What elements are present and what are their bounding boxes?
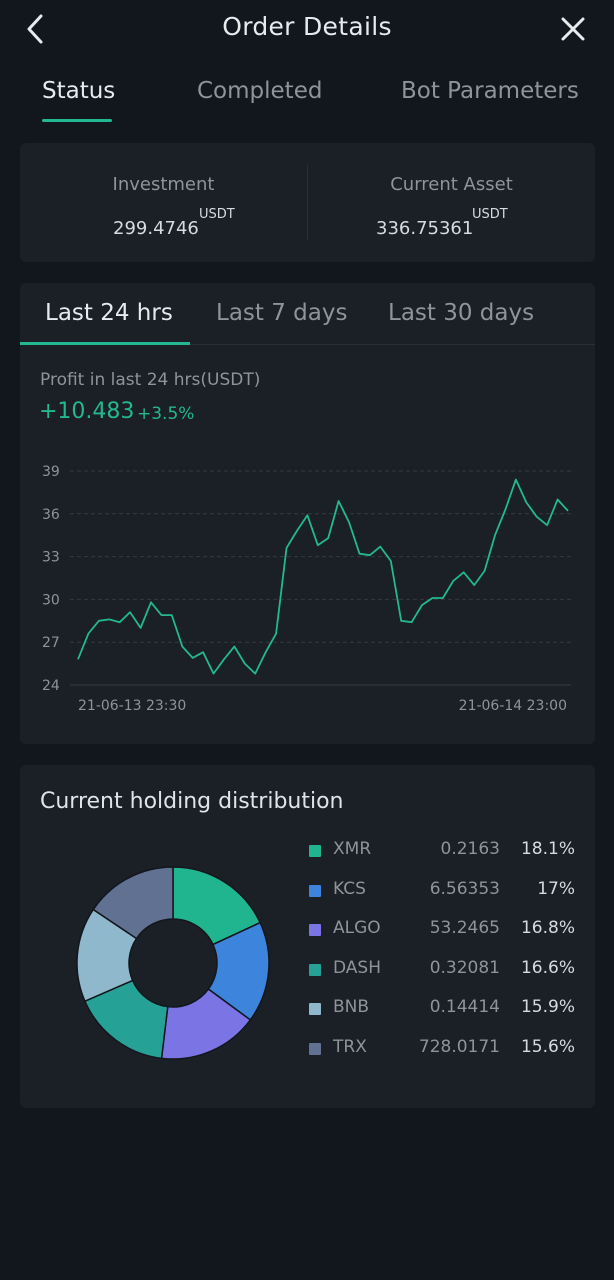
legend-coin-name: BNB [333, 997, 370, 1018]
legend-coin-name: TRX [333, 1037, 367, 1057]
header: Order Details [0, 0, 614, 58]
legend-percent: 17% [537, 878, 575, 899]
legend-swatch [309, 1043, 321, 1055]
legend-swatch [309, 1003, 321, 1016]
profit-percent: +3.5% [137, 404, 195, 424]
legend-quantity: 0.2163 [440, 839, 500, 859]
legend-row-algo: ALGO 53.2465 16.8% [20, 916, 595, 946]
legend-percent: 15.9% [520, 997, 575, 1018]
donut-slice-trx [92, 866, 174, 940]
legend-coin-name: KCS [333, 878, 366, 899]
summary-card: Investment 299.4746 USDT Current Asset 3… [20, 143, 595, 262]
y-tick-label: 30 [42, 592, 60, 608]
legend-coin-name: ALGO [333, 918, 381, 939]
legend-row-dash: DASH 0.32081 16.6% [20, 956, 595, 986]
tab-last-7-days[interactable]: Last 7 days [216, 300, 348, 326]
current-asset-value: 336.75361 [376, 218, 474, 239]
tab-last-30-days[interactable]: Last 30 days [388, 300, 535, 326]
legend-quantity: 53.2465 [429, 918, 500, 939]
tab-bot-parameters[interactable]: Bot Parameters [401, 78, 579, 104]
legend-quantity: 0.14414 [429, 997, 500, 1018]
chevron-left-icon[interactable] [22, 12, 52, 46]
range-tab-underline [20, 342, 190, 345]
legend-swatch [309, 963, 321, 976]
legend-row-xmr: XMR 0.2163 18.1% [20, 837, 595, 867]
holding-distribution-card: Current holding distribution XMR 0.2163 18… [20, 765, 595, 1108]
holding-donut-chart [76, 866, 270, 1060]
legend-coin-name: XMR [333, 839, 372, 859]
investment-section: Investment 299.4746 USDT [20, 143, 307, 262]
legend-percent: 16.8% [520, 918, 575, 939]
y-tick-label: 33 [42, 550, 60, 566]
profit-chart-card: Last 24 hrs Last 7 days Last 30 days Pro… [20, 283, 595, 744]
profit-label: Profit in last 24 hrs(USDT) [40, 370, 261, 390]
range-tabs: Last 24 hrs Last 7 days Last 30 days [20, 283, 595, 345]
profit-series-line [77, 478, 569, 675]
investment-label: Investment [112, 174, 215, 195]
legend-percent: 16.6% [520, 957, 575, 978]
profit-value: +10.483 [39, 399, 135, 424]
legend-row-trx: TRX 728.0171 15.6% [20, 1035, 595, 1065]
legend-percent: 15.6% [520, 1037, 575, 1057]
summary-divider [307, 165, 308, 240]
legend-quantity: 6.56353 [429, 878, 500, 899]
distribution-title: Current holding distribution [40, 789, 344, 814]
y-tick-label: 39 [42, 464, 60, 480]
legend-coin-name: DASH [333, 957, 381, 978]
legend-percent: 18.1% [520, 839, 575, 859]
x-tick-label: 21-06-13 23:30 [78, 698, 186, 714]
y-tick-label: 24 [42, 678, 60, 694]
x-tick-label: 21-06-14 23:00 [459, 698, 567, 714]
tab-underline [42, 119, 112, 122]
legend-quantity: 728.0171 [418, 1037, 500, 1057]
legend-quantity: 0.32081 [429, 957, 500, 978]
y-tick-label: 36 [42, 507, 60, 523]
y-tick-label: 27 [42, 635, 60, 651]
tab-status[interactable]: Status [42, 78, 116, 104]
legend-swatch [309, 924, 321, 937]
legend-swatch [309, 845, 321, 857]
legend-row-bnb: BNB 0.14414 15.9% [20, 995, 595, 1025]
current-asset-unit: USDT [472, 207, 508, 222]
legend-row-kcs: KCS 6.56353 17% [20, 877, 595, 907]
main-tabs: Status Completed Bot Parameters [0, 74, 614, 126]
tab-completed[interactable]: Completed [197, 78, 323, 104]
tab-last-24-hrs[interactable]: Last 24 hrs [45, 300, 173, 326]
investment-value: 299.4746 [113, 218, 199, 239]
close-icon[interactable] [558, 14, 588, 44]
page-title: Order Details [222, 12, 392, 41]
profit-line-chart: 39 36 33 30 27 24 21-06-13 23:30 21-06-14 23:00 [42, 464, 571, 714]
current-asset-section: Current Asset 336.75361 USDT [308, 143, 595, 262]
current-asset-label: Current Asset [390, 174, 513, 195]
legend-swatch [309, 884, 321, 897]
investment-unit: USDT [199, 207, 235, 222]
